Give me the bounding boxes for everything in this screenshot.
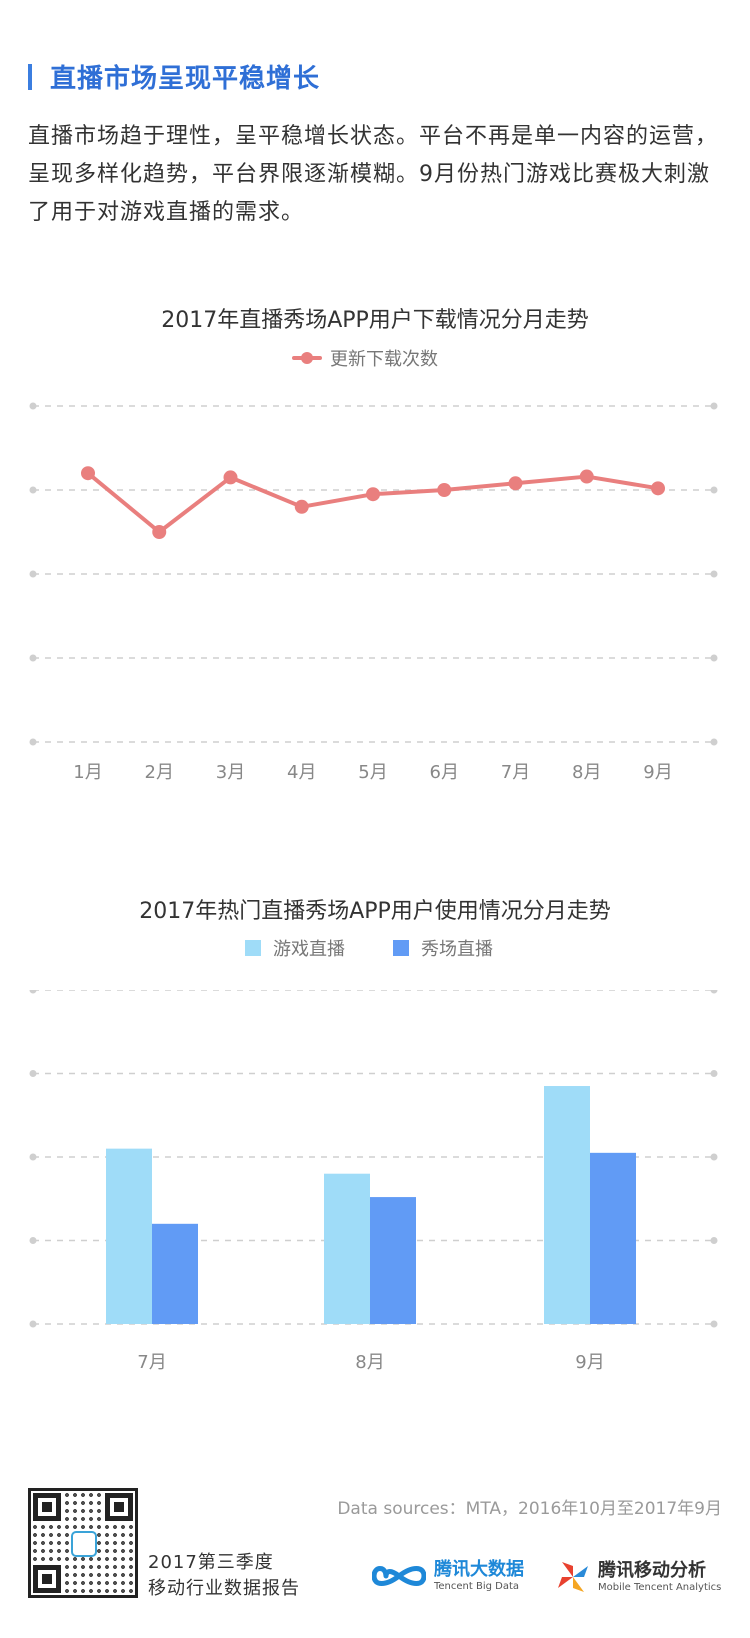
legend-swatch bbox=[245, 940, 261, 956]
gridline-end-dot bbox=[29, 738, 37, 746]
bar-chart: 7月 8月 9月 bbox=[29, 990, 718, 1373]
x-tick-label: 9月 bbox=[575, 1352, 604, 1373]
qr-finder bbox=[105, 1493, 133, 1521]
bar bbox=[106, 1148, 152, 1324]
x-tick-label: 9月 bbox=[643, 762, 672, 783]
legend-label: 秀场直播 bbox=[421, 939, 493, 960]
intro-paragraph: 直播市场趋于理性，呈平稳增长状态。平台不再是单一内容的运营，呈现多样化趋势，平台… bbox=[28, 124, 719, 225]
infinity-logo-icon bbox=[372, 1566, 426, 1587]
legend-swatch bbox=[393, 940, 409, 956]
brand1-name: 腾讯大数据 bbox=[434, 1559, 524, 1580]
x-tick-label: 7月 bbox=[137, 1352, 166, 1373]
data-point bbox=[508, 476, 523, 491]
x-tick-label: 5月 bbox=[358, 762, 387, 783]
gridline-end-dot bbox=[29, 654, 37, 662]
x-tick-label: 1月 bbox=[73, 762, 102, 783]
qr-logo-icon bbox=[71, 1531, 97, 1557]
legend-label: 更新下载次数 bbox=[330, 349, 438, 370]
x-tick-label: 7月 bbox=[501, 762, 530, 783]
gridline-end-dot bbox=[710, 1320, 718, 1328]
report-title-line2: 移动行业数据报告 bbox=[148, 1578, 300, 1599]
data-point bbox=[223, 470, 238, 485]
gridline-end-dot bbox=[29, 990, 37, 994]
brand2-english: Mobile Tencent Analytics bbox=[598, 1581, 722, 1593]
data-point bbox=[81, 466, 95, 481]
gridline-end-dot bbox=[29, 1237, 37, 1244]
x-tick-label: 8月 bbox=[355, 1352, 384, 1373]
series-line bbox=[86, 471, 659, 534]
gridline-end-dot bbox=[29, 1153, 37, 1161]
x-tick-label: 2月 bbox=[145, 762, 174, 783]
data-source: Data sources：MTA，2016年10月至2017年9月 bbox=[337, 1499, 722, 1519]
legend-swatch bbox=[292, 352, 322, 364]
gridline-end-dot bbox=[710, 738, 718, 746]
legend-item: 秀场直播 bbox=[393, 935, 493, 961]
report-title-line1: 2017第三季度 bbox=[148, 1552, 274, 1573]
data-point bbox=[294, 499, 309, 514]
qr-finder bbox=[33, 1493, 61, 1521]
gridline-end-dot bbox=[710, 402, 718, 410]
chart1-title: 2017年直播秀场APP用户下载情况分月走势 bbox=[161, 308, 589, 333]
x-tick-label: 4月 bbox=[287, 762, 316, 783]
section-title: 直播市场呈现平稳增长 bbox=[50, 64, 321, 94]
brand1-english: Tencent Big Data bbox=[434, 1580, 520, 1592]
data-point bbox=[366, 487, 380, 502]
gridline-end-dot bbox=[710, 570, 718, 578]
legend-label: 游戏直播 bbox=[273, 939, 345, 960]
bar bbox=[370, 1197, 416, 1324]
x-tick-label: 6月 bbox=[430, 762, 459, 783]
section-header: 直播市场呈现平稳增长 bbox=[28, 58, 320, 95]
data-point bbox=[437, 483, 452, 497]
gridline-end-dot bbox=[29, 1320, 37, 1328]
bar bbox=[324, 1173, 370, 1324]
chart2-title: 2017年热门直播秀场APP用户使用情况分月走势 bbox=[139, 899, 611, 924]
accent-bar bbox=[28, 63, 32, 90]
qr-finder bbox=[33, 1565, 61, 1593]
chart2-legend: 游戏直播 秀场直播 bbox=[245, 935, 493, 961]
gridline-end-dot bbox=[710, 654, 718, 662]
data-point bbox=[651, 481, 665, 496]
gridline-end-dot bbox=[710, 990, 718, 994]
gridline-end-dot bbox=[29, 402, 37, 410]
line-chart: 1月 2月 3月 4月 5月 6月 7月 8月 9月 bbox=[29, 402, 718, 783]
legend-item: 游戏直播 bbox=[245, 935, 345, 961]
gridline-end-dot bbox=[710, 1070, 718, 1077]
x-tick-label: 3月 bbox=[216, 762, 245, 783]
tencent-big-data-logo: 腾讯大数据 Tencent Big Data bbox=[372, 1559, 524, 1592]
gridline-end-dot bbox=[29, 570, 37, 578]
gridline-end-dot bbox=[710, 1153, 718, 1161]
data-point bbox=[579, 469, 594, 484]
qr-code[interactable] bbox=[28, 1488, 138, 1598]
chart1-legend: 更新下载次数 bbox=[292, 345, 438, 371]
gridline-end-dot bbox=[29, 1070, 37, 1077]
bar bbox=[590, 1152, 636, 1324]
bar bbox=[152, 1223, 198, 1324]
gridline-end-dot bbox=[710, 486, 718, 494]
gridline-end-dot bbox=[29, 486, 37, 494]
gridline-end-dot bbox=[710, 1237, 718, 1244]
bar bbox=[544, 1086, 590, 1324]
mobile-tencent-analytics-logo: 腾讯移动分析 Mobile Tencent Analytics bbox=[556, 1560, 721, 1594]
data-point bbox=[152, 525, 167, 539]
legend-item: 更新下载次数 bbox=[292, 345, 438, 371]
pinwheel-logo-icon bbox=[558, 1562, 588, 1592]
brand2-name: 腾讯移动分析 bbox=[598, 1559, 706, 1581]
x-tick-label: 8月 bbox=[572, 762, 601, 783]
